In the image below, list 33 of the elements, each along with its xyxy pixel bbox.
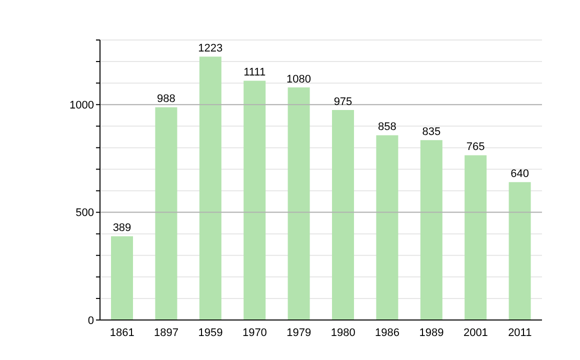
x-tick-label: 1861	[110, 326, 134, 339]
data-label: 1080	[286, 73, 312, 86]
data-label: 1111	[244, 66, 266, 79]
x-tick-label: 2011	[508, 326, 532, 339]
bar	[155, 107, 178, 320]
x-tick-label: 1989	[419, 326, 444, 339]
data-label: 765	[466, 141, 485, 154]
bar	[464, 155, 487, 320]
x-tick-label: 1979	[286, 326, 312, 339]
data-label: 389	[112, 222, 132, 234]
x-tick-label: 1980	[330, 326, 356, 339]
data-label: 640	[510, 168, 529, 180]
y-tick-label: 0	[88, 314, 94, 327]
x-tick-label: 2001	[463, 326, 488, 339]
x-tick-label: 1959	[198, 326, 223, 339]
bar	[244, 80, 266, 320]
x-tick-label: 1897	[154, 326, 179, 339]
data-label: 835	[422, 126, 441, 138]
y-tick-label: 500	[76, 207, 94, 220]
bar	[376, 135, 398, 320]
x-tick-label: 1986	[375, 326, 400, 339]
bar	[420, 140, 442, 320]
bar	[508, 182, 531, 320]
bar	[199, 56, 222, 320]
data-label: 858	[378, 121, 396, 134]
x-tick-label: 1970	[242, 326, 267, 339]
bar	[111, 236, 133, 320]
data-label: 988	[157, 93, 176, 106]
bar	[288, 87, 310, 320]
data-label: 1223	[198, 42, 223, 55]
data-label: 975	[334, 96, 352, 108]
y-tick-label: 1000	[70, 100, 94, 112]
bar	[332, 110, 354, 320]
